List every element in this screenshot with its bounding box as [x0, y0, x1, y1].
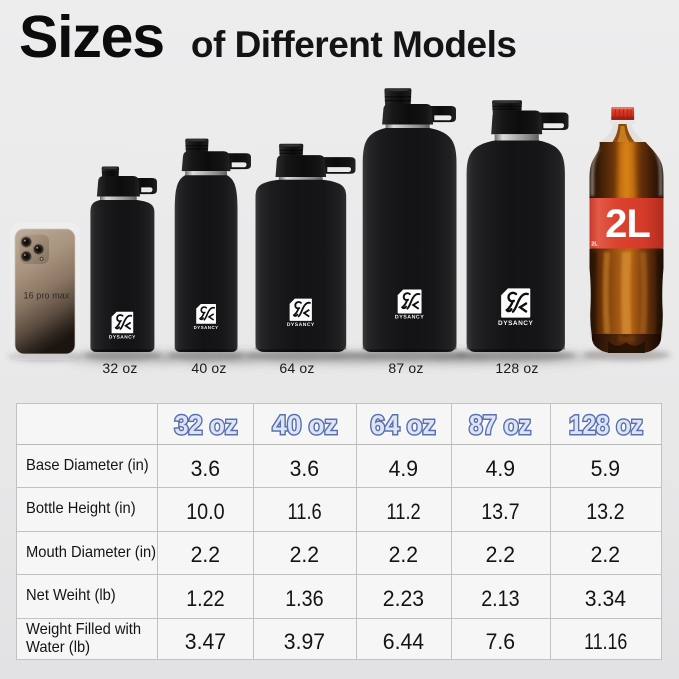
svg-text:DYSANCY: DYSANCY — [287, 322, 315, 328]
svg-text:16 pro max: 16 pro max — [23, 291, 69, 301]
svg-text:2L: 2L — [591, 242, 598, 248]
svg-text:2L: 2L — [605, 202, 650, 246]
svg-text:DYSANCY: DYSANCY — [498, 320, 533, 327]
svg-text:40 oz: 40 oz — [272, 410, 337, 440]
svg-text:128 oz: 128 oz — [569, 410, 643, 440]
svg-text:64 oz: 64 oz — [371, 410, 436, 440]
svg-text:DYSANCY: DYSANCY — [109, 335, 136, 341]
svg-text:32 oz: 32 oz — [174, 410, 237, 440]
svg-text:87 oz: 87 oz — [469, 410, 531, 440]
svg-text:DYSANCY: DYSANCY — [395, 315, 424, 321]
svg-text:DYSANCY: DYSANCY — [194, 325, 219, 330]
